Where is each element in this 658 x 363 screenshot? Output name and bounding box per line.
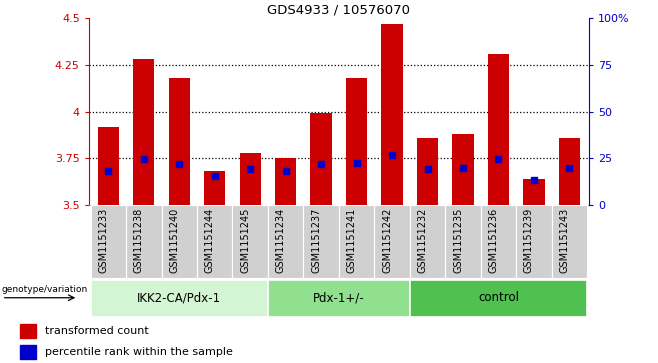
FancyBboxPatch shape: [268, 280, 410, 317]
Text: GSM1151237: GSM1151237: [311, 207, 321, 273]
Text: genotype/variation: genotype/variation: [2, 285, 88, 294]
Bar: [523, 179, 545, 205]
Bar: [20, 345, 36, 359]
Bar: [275, 158, 296, 205]
Title: GDS4933 / 10576070: GDS4933 / 10576070: [267, 4, 411, 17]
Text: GSM1151238: GSM1151238: [134, 207, 144, 273]
Text: IKK2-CA/Pdx-1: IKK2-CA/Pdx-1: [138, 291, 221, 304]
Bar: [20, 324, 36, 338]
Text: GSM1151241: GSM1151241: [347, 207, 357, 273]
Bar: [303, 205, 339, 278]
Text: GSM1151242: GSM1151242: [382, 207, 392, 273]
Text: GSM1151236: GSM1151236: [488, 207, 499, 273]
Text: GSM1151244: GSM1151244: [205, 207, 215, 273]
Bar: [91, 205, 126, 278]
Bar: [133, 59, 155, 205]
Bar: [374, 205, 410, 278]
Bar: [346, 78, 367, 205]
Bar: [204, 171, 226, 205]
Text: transformed count: transformed count: [45, 326, 149, 336]
Bar: [339, 205, 374, 278]
Text: Pdx-1+/-: Pdx-1+/-: [313, 291, 365, 304]
FancyBboxPatch shape: [410, 280, 587, 317]
Bar: [97, 127, 119, 205]
Bar: [168, 78, 190, 205]
Bar: [481, 205, 517, 278]
Bar: [268, 205, 303, 278]
Bar: [382, 24, 403, 205]
Text: percentile rank within the sample: percentile rank within the sample: [45, 347, 234, 357]
Bar: [559, 138, 580, 205]
Text: GSM1151232: GSM1151232: [418, 207, 428, 273]
Bar: [232, 205, 268, 278]
Bar: [161, 205, 197, 278]
Bar: [410, 205, 445, 278]
Text: GSM1151233: GSM1151233: [98, 207, 109, 273]
Bar: [417, 138, 438, 205]
Text: GSM1151245: GSM1151245: [240, 207, 250, 273]
Bar: [126, 205, 161, 278]
Text: GSM1151243: GSM1151243: [559, 207, 569, 273]
Bar: [197, 205, 232, 278]
Text: GSM1151240: GSM1151240: [169, 207, 179, 273]
Text: control: control: [478, 291, 519, 304]
Bar: [452, 134, 474, 205]
Bar: [311, 114, 332, 205]
Text: GSM1151234: GSM1151234: [276, 207, 286, 273]
Text: GSM1151235: GSM1151235: [453, 207, 463, 273]
Bar: [445, 205, 481, 278]
FancyBboxPatch shape: [91, 280, 268, 317]
Bar: [517, 205, 551, 278]
Bar: [551, 205, 587, 278]
Bar: [240, 153, 261, 205]
Text: GSM1151239: GSM1151239: [524, 207, 534, 273]
Bar: [488, 54, 509, 205]
